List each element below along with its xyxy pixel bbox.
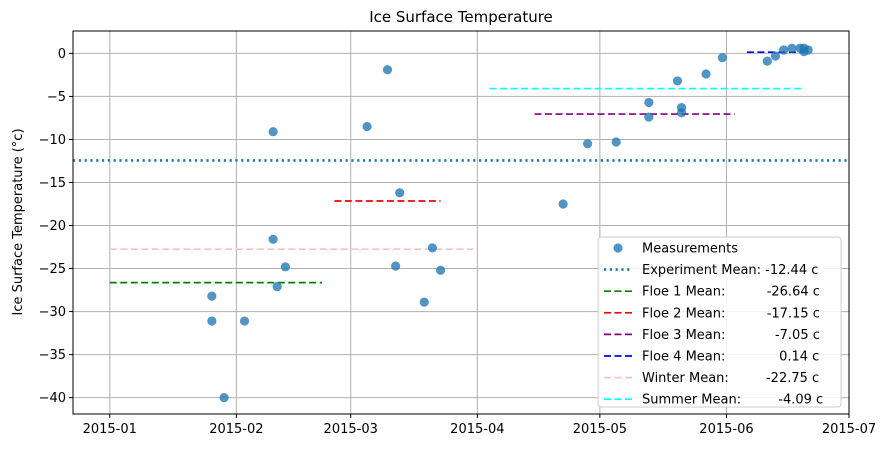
measurement-point xyxy=(762,56,772,66)
measurement-point xyxy=(672,76,683,86)
legend: Measurements Experiment Mean: -12.44 c Flo… xyxy=(597,236,842,408)
measurement-point xyxy=(382,65,393,75)
y-tick-label: −20 xyxy=(39,219,66,234)
x-tick-label: 2015-06 xyxy=(699,422,753,437)
measurement-point xyxy=(268,127,278,137)
y-axis-ticks: 0 −5 −10 −15 −20 −25 −30 −35 −40 xyxy=(39,47,73,406)
measurement-point xyxy=(717,53,727,63)
legend-label-floe-3-mean: Floe 3 Mean: -7.05 c xyxy=(642,328,820,343)
legend-label-winter-mean: Winter Mean: -22.75 c xyxy=(642,371,819,386)
legend-label-floe-4-mean: Floe 4 Mean: 0.14 c xyxy=(642,350,819,365)
y-tick-label: −35 xyxy=(39,348,66,363)
measurement-point xyxy=(391,261,401,271)
y-axis-label: Ice Surface Temperature (°c) xyxy=(11,128,26,315)
x-tick-label: 2015-01 xyxy=(83,422,137,437)
x-tick-label: 2015-03 xyxy=(324,422,378,437)
y-tick-label: −15 xyxy=(39,176,66,191)
measurement-point xyxy=(644,112,654,122)
measurement-point xyxy=(644,97,654,108)
x-axis-ticks: 2015-01 2015-02 2015-03 2015-04 2015-05 2015-… xyxy=(83,414,876,437)
measurement-point xyxy=(419,297,429,307)
measurement-point xyxy=(362,121,372,132)
measurement-point xyxy=(427,243,438,253)
grid-lines xyxy=(73,31,850,414)
measurement-point xyxy=(583,139,593,149)
measurement-point xyxy=(219,393,229,403)
mean-lines xyxy=(73,51,849,284)
x-tick-label: 2015-02 xyxy=(209,422,263,437)
legend-label-experiment-mean: Experiment Mean: -12.44 c xyxy=(642,263,818,278)
measurement-point xyxy=(272,282,282,292)
plot-frame xyxy=(72,30,850,415)
measurement-point xyxy=(787,43,797,53)
legend-label-measurements: Measurements xyxy=(642,242,738,257)
measurement-point xyxy=(395,188,405,198)
measurement-point xyxy=(268,234,278,244)
y-tick-label: 0 xyxy=(58,47,66,62)
measurement-point xyxy=(435,265,446,275)
measurement-point xyxy=(770,51,781,61)
y-tick-label: −30 xyxy=(39,305,66,320)
x-tick-label: 2015-04 xyxy=(450,422,504,437)
measurement-point xyxy=(207,291,217,301)
measurement-point xyxy=(701,69,711,79)
measurement-point xyxy=(676,108,687,118)
legend-marker-measurements xyxy=(613,243,623,253)
legend-box xyxy=(597,236,842,408)
measurement-point xyxy=(558,199,568,209)
y-tick-label: −40 xyxy=(39,391,66,406)
y-tick-label: −10 xyxy=(39,133,66,148)
legend-label-summer-mean: Summer Mean: -4.09 c xyxy=(642,393,823,408)
measurement-point xyxy=(803,45,813,55)
measurement-point xyxy=(207,316,217,326)
measurement-point xyxy=(239,316,250,326)
y-tick-label: −25 xyxy=(39,262,66,277)
chart-title: Ice Surface Temperature xyxy=(369,8,553,26)
measurement-points xyxy=(207,43,813,403)
x-tick-label: 2015-07 xyxy=(822,422,876,437)
y-tick-label: −5 xyxy=(47,90,66,105)
measurement-point xyxy=(779,45,789,55)
measurement-point xyxy=(611,137,621,147)
measurement-point xyxy=(280,262,290,272)
legend-label-floe-1-mean: Floe 1 Mean: -26.64 c xyxy=(642,285,820,300)
x-tick-label: 2015-05 xyxy=(573,422,627,437)
legend-label-floe-2-mean: Floe 2 Mean: -17.15 c xyxy=(642,306,820,321)
